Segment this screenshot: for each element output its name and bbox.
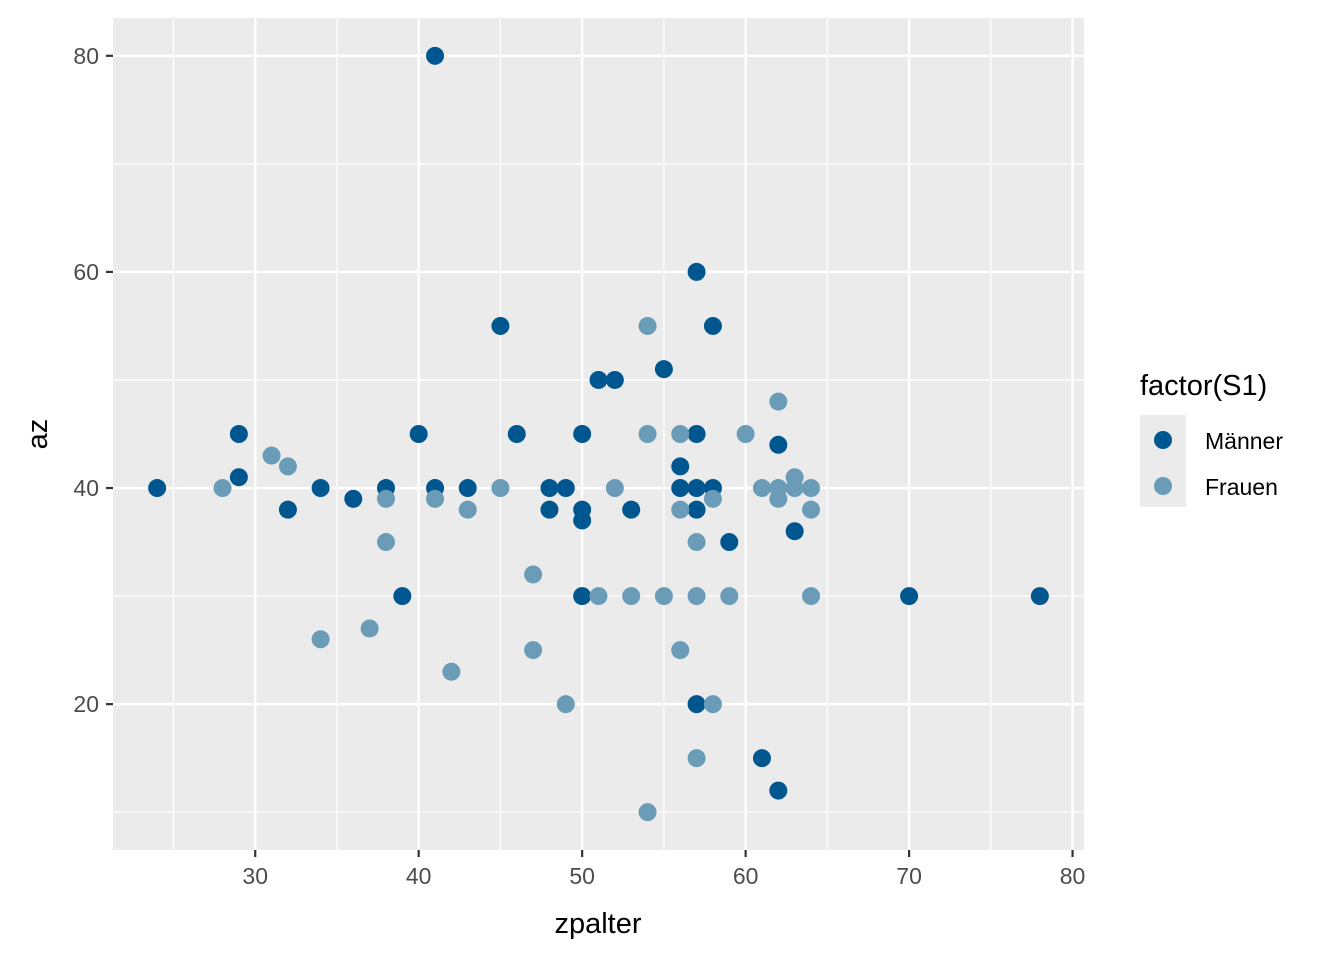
- plot-panel: [113, 18, 1084, 850]
- legend-label-maenner: Männer: [1205, 428, 1283, 454]
- point-frauen: [671, 500, 690, 519]
- legend-title: factor(S1): [1140, 370, 1267, 402]
- point-frauen: [736, 425, 755, 443]
- point-maenner: [573, 511, 592, 530]
- point-maenner: [654, 360, 673, 379]
- x-tick-label: 60: [733, 863, 759, 889]
- x-tick-label: 80: [1060, 863, 1086, 889]
- point-frauen: [638, 425, 657, 443]
- point-maenner: [148, 479, 167, 498]
- point-frauen: [720, 587, 739, 606]
- x-tick-label: 50: [569, 863, 595, 889]
- y-tick-label: 60: [73, 259, 99, 285]
- y-axis-title: az: [22, 419, 54, 450]
- point-frauen: [491, 479, 510, 498]
- point-frauen: [769, 489, 788, 508]
- x-tick-label: 70: [896, 863, 922, 889]
- point-frauen: [769, 392, 788, 411]
- point-maenner: [687, 500, 706, 519]
- point-maenner: [605, 370, 624, 389]
- points-layer: [148, 46, 1049, 822]
- point-maenner: [458, 479, 477, 498]
- point-frauen: [802, 479, 821, 498]
- point-maenner: [507, 425, 526, 443]
- point-frauen: [638, 316, 657, 335]
- legend-key-frauen: [1154, 477, 1172, 495]
- point-frauen: [703, 695, 722, 714]
- point-maenner: [426, 46, 445, 65]
- point-frauen: [589, 587, 608, 606]
- point-maenner: [278, 500, 297, 519]
- point-maenner: [687, 695, 706, 714]
- point-frauen: [802, 587, 821, 606]
- point-maenner: [687, 479, 706, 498]
- point-maenner: [671, 479, 690, 498]
- point-frauen: [426, 489, 445, 508]
- point-maenner: [540, 500, 559, 519]
- point-maenner: [687, 425, 706, 443]
- point-maenner: [1030, 587, 1049, 606]
- point-maenner: [393, 587, 412, 606]
- point-frauen: [213, 479, 232, 498]
- point-maenner: [589, 370, 608, 389]
- x-tick-label: 40: [406, 863, 432, 889]
- point-maenner: [311, 479, 330, 498]
- legend: factor(S1) Männer Frauen: [1140, 370, 1283, 507]
- point-maenner: [769, 781, 788, 800]
- y-axis: 20 40 60 80: [73, 43, 113, 717]
- point-maenner: [556, 479, 575, 498]
- point-maenner: [229, 468, 248, 487]
- point-frauen: [376, 489, 395, 508]
- point-maenner: [573, 587, 592, 606]
- point-frauen: [687, 587, 706, 606]
- point-maenner: [687, 262, 706, 281]
- point-maenner: [703, 316, 722, 335]
- point-frauen: [802, 500, 821, 519]
- point-frauen: [671, 641, 690, 660]
- point-frauen: [524, 565, 543, 584]
- legend-key-maenner: [1154, 431, 1172, 449]
- x-tick-label: 30: [242, 863, 268, 889]
- point-maenner: [491, 316, 510, 335]
- x-axis-title: zpalter: [554, 908, 641, 940]
- point-frauen: [360, 619, 379, 638]
- point-frauen: [376, 533, 395, 552]
- point-frauen: [638, 803, 657, 822]
- legend-label-frauen: Frauen: [1205, 474, 1278, 500]
- point-frauen: [262, 446, 281, 465]
- point-maenner: [409, 425, 428, 443]
- point-maenner: [720, 533, 739, 552]
- point-maenner: [540, 479, 559, 498]
- point-frauen: [671, 425, 690, 443]
- point-maenner: [622, 500, 641, 519]
- point-frauen: [752, 479, 771, 498]
- point-frauen: [442, 662, 461, 681]
- point-frauen: [687, 533, 706, 552]
- y-tick-label: 40: [73, 475, 99, 501]
- point-frauen: [785, 479, 804, 498]
- point-maenner: [573, 425, 592, 443]
- y-tick-label: 20: [73, 691, 99, 717]
- x-axis: 30 40 50 60 70 80: [242, 850, 1085, 889]
- point-maenner: [229, 425, 248, 443]
- point-frauen: [654, 587, 673, 606]
- point-frauen: [605, 479, 624, 498]
- point-frauen: [556, 695, 575, 714]
- point-frauen: [703, 489, 722, 508]
- point-maenner: [671, 457, 690, 476]
- y-tick-label: 80: [73, 43, 99, 69]
- point-maenner: [900, 587, 919, 606]
- point-maenner: [344, 489, 363, 508]
- point-frauen: [458, 500, 477, 519]
- point-frauen: [524, 641, 543, 660]
- point-frauen: [687, 749, 706, 768]
- point-frauen: [278, 457, 297, 476]
- point-maenner: [785, 522, 804, 541]
- point-maenner: [769, 435, 788, 454]
- point-frauen: [311, 630, 330, 649]
- point-frauen: [622, 587, 641, 606]
- point-maenner: [752, 749, 771, 768]
